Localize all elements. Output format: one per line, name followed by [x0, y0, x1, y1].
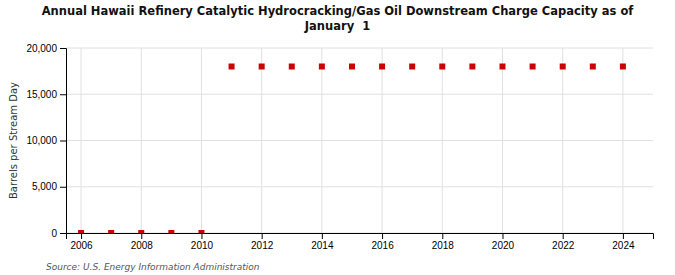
y-axis-tick-mark — [60, 94, 66, 95]
grid-line-x — [81, 48, 82, 233]
annotation: Source: U.S. Energy Information Administ… — [46, 262, 260, 272]
x-axis-tick: 2022 — [552, 233, 575, 251]
x-axis-tick: 2008 — [131, 233, 154, 251]
point — [108, 230, 114, 233]
x-axis-tick: 2020 — [492, 233, 515, 251]
grid-line-x — [562, 48, 563, 233]
points — [78, 64, 626, 234]
y-axis-tick: 15,000 — [26, 89, 66, 100]
x-axis-tick-label: 2006 — [70, 240, 93, 251]
x-axis-tick: 2012 — [251, 233, 274, 251]
point — [349, 64, 355, 70]
grid-line-x — [382, 48, 383, 233]
y-axis: 0 5,000 10,000 15,000 20,000 — [26, 43, 66, 239]
x-axis-tick-label: 2016 — [371, 240, 394, 251]
x-axis-line — [67, 234, 654, 240]
point — [620, 64, 626, 70]
y-axis-tick-mark — [60, 48, 66, 49]
point — [499, 64, 505, 70]
x-axis-tick-mark — [81, 233, 82, 239]
y-axis-line — [60, 49, 67, 234]
x-axis-tick-mark — [141, 233, 142, 239]
point — [409, 64, 415, 70]
x-axis-tick-label: 2024 — [612, 240, 635, 251]
x-axis-tick: 2006 — [70, 233, 93, 251]
x-axis-tick-label: 2020 — [492, 240, 515, 251]
grid-line-y — [66, 140, 653, 141]
y-axis-tick-mark — [60, 141, 66, 142]
y-axis-title: Barrels per Stream Day — [8, 82, 19, 199]
grid-line-y — [66, 48, 653, 49]
x-axis-tick-mark — [201, 233, 202, 239]
title-line: Annual Hawaii Refinery Catalytic Hydrocr… — [42, 4, 635, 18]
point — [259, 64, 265, 70]
x-axis-tick-mark — [262, 233, 263, 239]
y-axis-tick-label: 15,000 — [26, 89, 57, 100]
point — [319, 64, 325, 70]
y-axis-tick-label: 0 — [51, 228, 57, 239]
x-axis-tick-mark — [322, 233, 323, 239]
point — [379, 64, 385, 70]
x-axis-tick: 2016 — [371, 233, 394, 251]
grid-line-x — [261, 48, 262, 233]
grid-line-x — [502, 48, 503, 233]
x-axis-tick-mark — [623, 233, 624, 239]
point — [560, 64, 566, 70]
grid-line-x — [141, 48, 142, 233]
grid-line-x — [442, 48, 443, 233]
point — [138, 230, 144, 233]
grid-line-x — [201, 48, 202, 233]
point — [229, 64, 235, 70]
point — [198, 230, 204, 233]
chart: 2006 2008 2010 2012 2014 2016 2018 2020 2022 2024… — [0, 0, 675, 275]
x-axis-tick-label: 2010 — [191, 240, 214, 251]
y-axis-tick: 10,000 — [26, 135, 66, 146]
y-axis-tick: 20,000 — [26, 43, 66, 54]
x-axis-tick-mark — [502, 233, 503, 239]
title: Annual Hawaii Refinery Catalytic Hydrocr… — [42, 4, 635, 33]
grid-line-x — [321, 48, 322, 233]
x-axis-tick-label: 2012 — [251, 240, 274, 251]
point — [469, 64, 475, 70]
x-axis-tick: 2014 — [311, 233, 334, 251]
y-axis-tick-mark — [60, 187, 66, 188]
x-axis-tick: 2010 — [191, 233, 214, 251]
grid — [66, 48, 653, 233]
x-axis-tick: 2024 — [612, 233, 635, 251]
y-axis-tick: 5,000 — [32, 181, 66, 192]
x-axis-tick-label: 2008 — [131, 240, 154, 251]
y-axis-tick-mark — [60, 233, 66, 234]
y-axis-tick: 0 — [51, 228, 66, 239]
x-axis-tick-mark — [382, 233, 383, 239]
plot: 2006 2008 2010 2012 2014 2016 2018 2020 2022 2024… — [26, 43, 653, 251]
point — [590, 64, 596, 70]
point — [168, 230, 174, 233]
x-axis-tick-label: 2022 — [552, 240, 575, 251]
x-axis-tick-label: 2014 — [311, 240, 334, 251]
point — [78, 230, 84, 233]
x-axis-tick-mark — [563, 233, 564, 239]
x-axis-tick-label: 2018 — [432, 240, 455, 251]
x-axis-tick: 2018 — [432, 233, 455, 251]
point — [530, 64, 536, 70]
title-line: January 1 — [304, 19, 370, 33]
y-axis-tick-label: 5,000 — [32, 181, 57, 192]
point — [439, 64, 445, 70]
y-axis-tick-label: 10,000 — [26, 135, 57, 146]
grid-line-y — [66, 186, 653, 187]
x-axis: 2006 2008 2010 2012 2014 2016 2018 2020 2022 2024 — [67, 233, 654, 251]
point — [289, 64, 295, 70]
y-axis-tick-label: 20,000 — [26, 43, 57, 54]
grid-line-x — [622, 48, 623, 233]
grid-line-y — [66, 94, 653, 95]
x-axis-tick-mark — [442, 233, 443, 239]
